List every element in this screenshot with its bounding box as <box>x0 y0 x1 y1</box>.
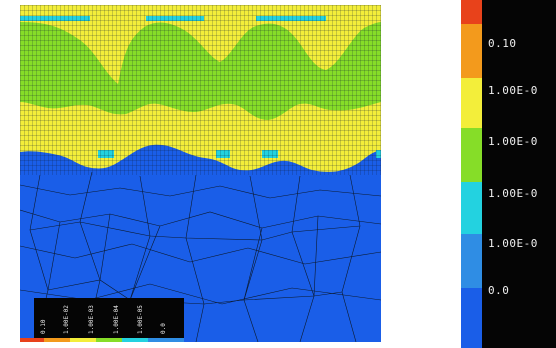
mini-legend-swatch <box>122 338 148 342</box>
scale-label: 1.00E-0 <box>488 237 538 250</box>
mini-legend-swatch <box>44 338 70 342</box>
color-scale-bar <box>461 0 556 348</box>
coarse-mesh <box>20 171 381 342</box>
mini-legend-label: 1.00E-02 <box>63 305 70 334</box>
mini-legend-swatch <box>70 338 96 342</box>
mini-legend-swatch <box>148 338 184 342</box>
scale-label: 0.10 <box>488 37 517 50</box>
fine-mesh <box>20 5 381 175</box>
scale-label: 1.00E-0 <box>488 84 538 97</box>
mini-legend-label: 1.00E-05 <box>137 305 144 334</box>
contour-plot <box>20 5 381 342</box>
mini-legend-label: 0.0 <box>160 323 167 334</box>
scale-label-panel <box>482 0 556 348</box>
scale-label: 0.0 <box>488 284 510 297</box>
mini-legend-label: 1.00E-03 <box>88 305 95 334</box>
mini-legend-label: 1.00E-04 <box>113 305 120 334</box>
mini-legend-label: 0.10 <box>40 319 47 334</box>
mini-legend-swatch <box>20 338 44 342</box>
scale-label: 1.00E-0 <box>488 135 538 148</box>
scale-label: 1.00E-0 <box>488 187 538 200</box>
mini-legend-bg <box>34 298 184 342</box>
mini-legend-swatch <box>96 338 122 342</box>
